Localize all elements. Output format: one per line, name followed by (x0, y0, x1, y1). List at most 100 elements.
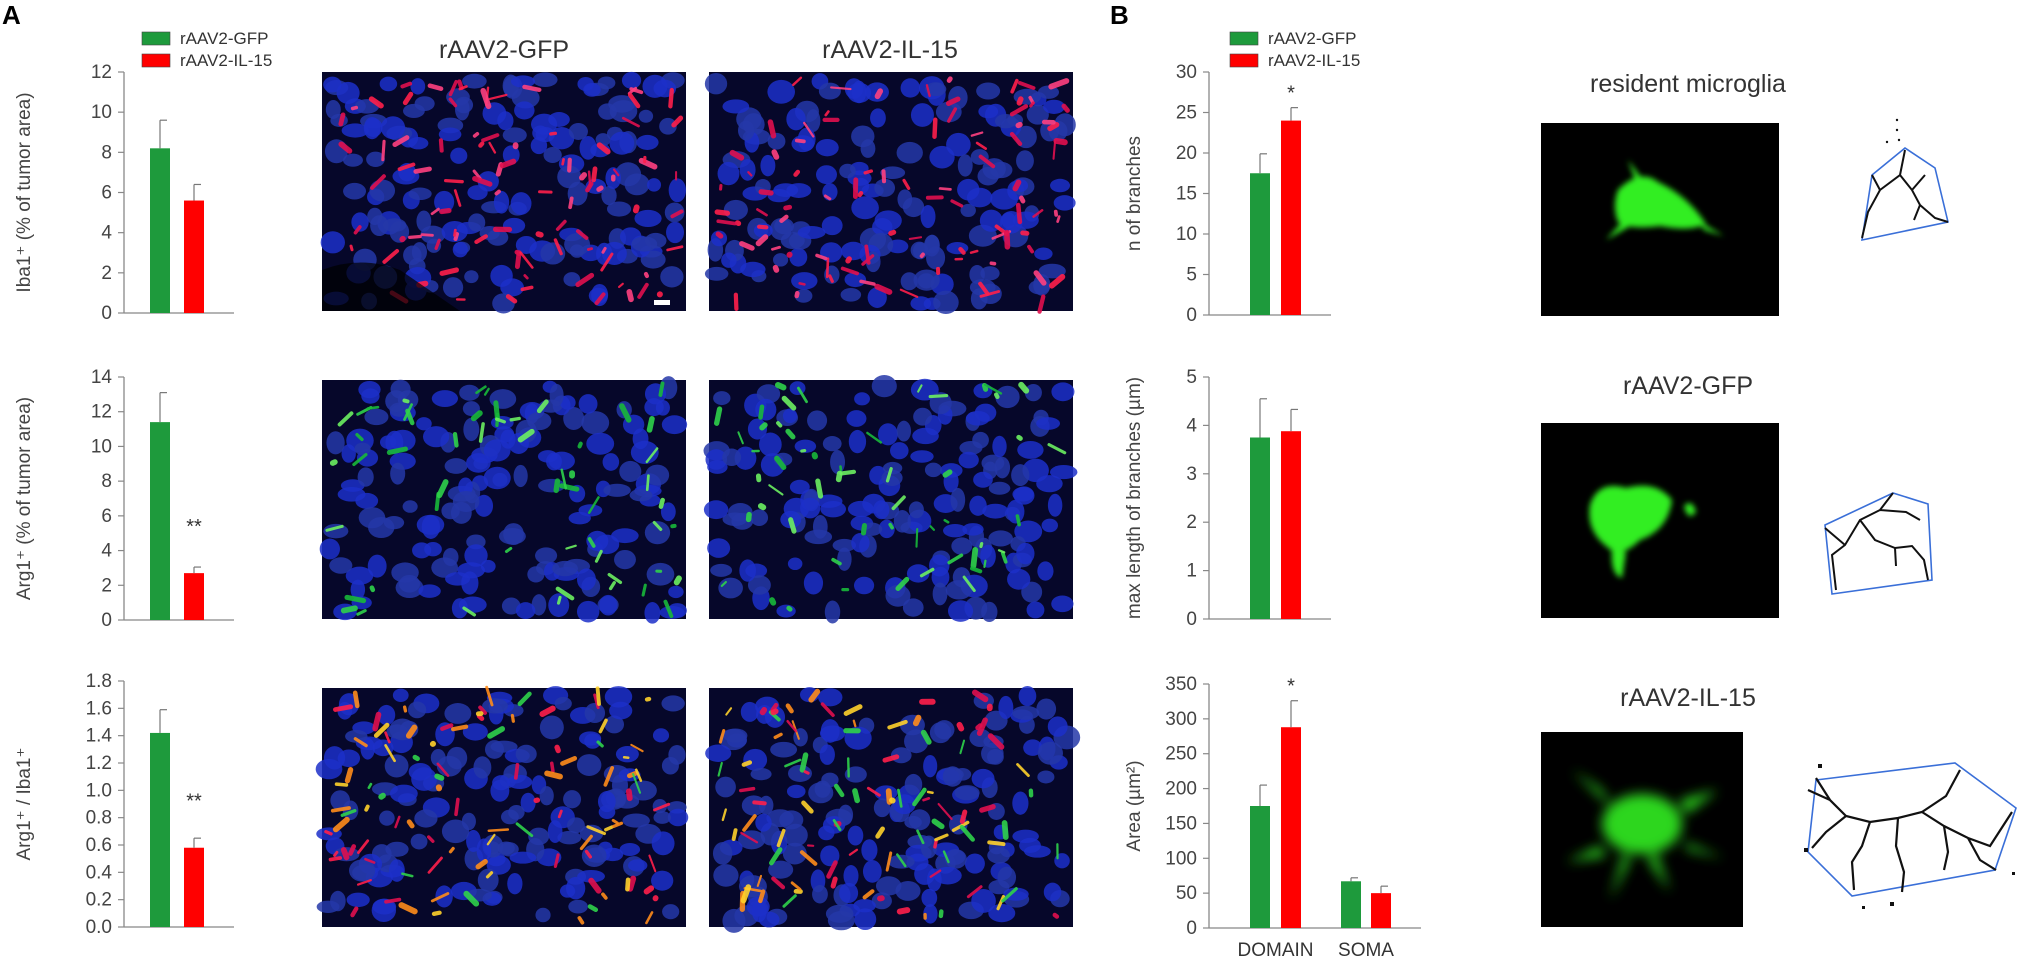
stained-cell (488, 93, 508, 101)
stained-cell (896, 907, 911, 915)
nucleus (830, 450, 846, 475)
tick-label: 0 (101, 610, 112, 631)
stained-cell (721, 808, 727, 822)
stained-cell (1010, 78, 1019, 94)
stained-cell (444, 178, 464, 184)
tick-label: 5 (1186, 265, 1197, 286)
nucleus (776, 604, 796, 618)
stained-cell (929, 869, 942, 878)
nucleus (324, 139, 348, 164)
y-axis-label: n of branches (1124, 136, 1145, 251)
nucleus (715, 776, 736, 798)
nucleus (719, 728, 747, 751)
nucleus (326, 431, 345, 455)
nucleus (660, 266, 684, 288)
tick-label: 1.8 (86, 671, 112, 692)
tick-label: 2 (101, 263, 112, 284)
stained-cell (475, 858, 488, 870)
nucleus (662, 904, 680, 920)
stained-cell (926, 790, 934, 795)
nucleus (904, 815, 922, 829)
stained-cell (480, 87, 492, 110)
tick-label: 12 (91, 62, 112, 83)
nucleus (384, 754, 409, 778)
stained-cell (1048, 274, 1066, 289)
nucleus (577, 77, 594, 92)
nucleus (577, 869, 605, 883)
stained-cell (587, 537, 596, 548)
nucleus (998, 695, 1014, 720)
nucleus (1023, 739, 1043, 756)
nucleus (1006, 499, 1025, 524)
stained-cell (938, 187, 952, 191)
stained-cell (919, 698, 936, 705)
nucleus (747, 575, 771, 595)
micrograph-title-il15: rAAV2-IL-15 (822, 36, 958, 64)
nucleus (960, 203, 976, 218)
stained-cell (536, 399, 549, 414)
nucleus (644, 521, 671, 545)
stained-cell (859, 279, 876, 286)
nucleus (1034, 247, 1053, 260)
nucleus (787, 557, 803, 571)
nucleus (1018, 685, 1037, 707)
stained-cell (841, 587, 850, 592)
nucleus (659, 606, 685, 619)
stained-cell (472, 176, 493, 187)
nucleus (896, 420, 912, 442)
stained-cell (653, 802, 671, 812)
significance-mark: * (1287, 676, 1295, 698)
stained-cell (475, 711, 484, 717)
stained-cell (646, 416, 655, 433)
stained-cell (756, 208, 768, 217)
stained-cell (478, 141, 485, 148)
nucleus (379, 810, 395, 826)
nucleus (382, 218, 407, 232)
stained-cell (843, 728, 861, 734)
nucleus (1037, 741, 1063, 765)
nucleus (668, 178, 687, 203)
nucleus (851, 80, 867, 104)
stained-cell (919, 252, 925, 259)
nucleus (851, 196, 879, 220)
nucleus (756, 384, 781, 404)
stained-cell (510, 713, 515, 723)
nucleus (422, 426, 450, 448)
stained-cell (448, 846, 455, 854)
bar (1250, 437, 1270, 619)
stained-cell (772, 264, 780, 273)
micrograph-iba1-il15 (704, 72, 1076, 315)
nucleus (890, 442, 909, 460)
nucleus (994, 114, 1017, 129)
stained-cell (758, 189, 774, 196)
stained-cell (852, 177, 859, 200)
stained-cell (966, 885, 983, 899)
stained-cell (514, 250, 522, 270)
stained-cell (338, 112, 346, 127)
nucleus (904, 773, 923, 796)
stained-cell (567, 157, 572, 173)
tick-label: 1.2 (86, 753, 112, 774)
nucleus (743, 748, 768, 771)
nucleus (636, 134, 659, 150)
nucleus (446, 746, 468, 770)
nucleus (601, 185, 617, 206)
stained-cell (954, 257, 964, 261)
nucleus (921, 888, 938, 907)
stained-cell (348, 844, 357, 856)
nucleus (703, 500, 729, 520)
nucleus (638, 109, 654, 123)
stained-cell (448, 79, 458, 97)
nucleus (1043, 882, 1062, 902)
nucleus (1003, 887, 1029, 901)
nucleus (414, 809, 438, 828)
nucleus (452, 241, 468, 258)
nucleus (750, 767, 772, 781)
stained-cell (596, 740, 604, 748)
stained-cell (334, 782, 349, 787)
nucleus (357, 467, 374, 487)
nucleus (821, 772, 839, 788)
stained-cell (434, 773, 445, 781)
nucleus (837, 547, 852, 571)
nucleus (343, 153, 363, 167)
